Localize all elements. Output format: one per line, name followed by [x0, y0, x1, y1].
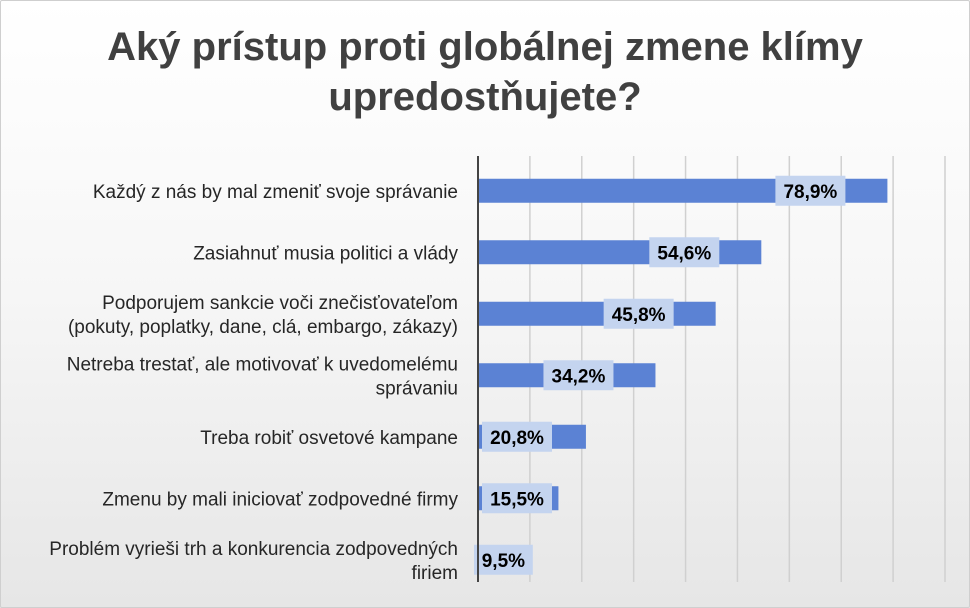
chart-title-line-2: upredostňujete? [328, 75, 642, 119]
category-label: (pokuty, poplatky, dane, clá, embargo, z… [68, 317, 458, 338]
data-label: 54,6% [657, 243, 711, 264]
chart-title: Aký prístup proti globálnej zmene klímy … [0, 22, 970, 122]
chart-title-line-1: Aký prístup proti globálnej zmene klímy [107, 25, 863, 69]
category-label: Problém vyrieši trh a konkurencia zodpov… [49, 539, 458, 560]
data-label-box [482, 421, 552, 452]
bar [478, 301, 716, 326]
category-label: Netreba trestať, ale motivovať k uvedome… [67, 354, 458, 375]
category-label: správaniu [376, 378, 458, 399]
data-label: 9,5% [482, 551, 525, 572]
data-label: 34,2% [552, 366, 606, 387]
category-label: Treba robiť osvetové kampane [200, 428, 458, 449]
data-label-box [603, 298, 674, 329]
data-label-box [649, 237, 720, 268]
data-label: 15,5% [490, 489, 544, 510]
data-label-box [474, 544, 533, 575]
data-label: 45,8% [612, 305, 666, 326]
data-label-box [482, 483, 552, 514]
data-label: 78,9% [783, 182, 837, 203]
category-label: Zmenu by mali iniciovať zodpovedné firmy [102, 489, 458, 510]
category-label: Podporujem sankcie voči znečisťovateľom [102, 293, 458, 314]
category-label: Zasiahnuť musia politici a vlády [193, 243, 458, 264]
data-label: 20,8% [490, 428, 544, 449]
category-label: firiem [412, 563, 458, 584]
data-label-box [775, 175, 846, 206]
category-label: Každý z nás by mal zmeniť svoje správani… [93, 182, 458, 203]
data-label-box [543, 360, 614, 391]
